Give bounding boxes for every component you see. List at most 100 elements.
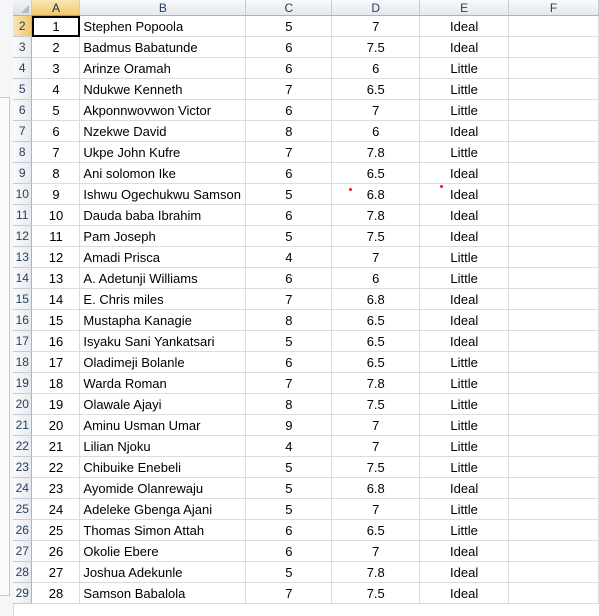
cell-c[interactable]: 6 <box>245 162 333 184</box>
cell-f[interactable] <box>508 561 599 583</box>
cell-b[interactable]: Ndukwe Kenneth <box>79 78 247 100</box>
row-header[interactable]: 9 <box>13 162 33 184</box>
cell-d[interactable]: 6.5 <box>331 309 421 331</box>
cell-a[interactable]: 23 <box>31 477 81 499</box>
cell-d[interactable]: 7.8 <box>331 204 421 226</box>
cell-d[interactable]: 7.8 <box>331 561 421 583</box>
cell-d[interactable]: 6 <box>331 267 421 289</box>
cell-f[interactable] <box>508 99 599 121</box>
cell-c[interactable]: 6 <box>245 540 333 562</box>
cell-b[interactable]: Amadi Prisca <box>79 246 247 268</box>
cell-b[interactable]: Ayomide Olanrewaju <box>79 477 247 499</box>
cell-e[interactable]: Little <box>419 99 510 121</box>
row-header[interactable]: 19 <box>13 372 33 394</box>
row-header[interactable]: 12 <box>13 225 33 247</box>
cell-e[interactable]: Little <box>419 393 510 415</box>
cell-d[interactable]: 6.8 <box>331 288 421 310</box>
row-header[interactable]: 16 <box>13 309 33 331</box>
cell-b[interactable]: Akponnwovwon Victor <box>79 99 247 121</box>
cell-d[interactable]: 7 <box>331 435 421 457</box>
cell-b[interactable]: Aminu Usman Umar <box>79 414 247 436</box>
cell-c[interactable]: 6 <box>245 351 333 373</box>
cell-e[interactable]: Ideal <box>419 36 510 58</box>
cell-a[interactable]: 22 <box>31 456 81 478</box>
cell-c[interactable]: 8 <box>245 120 333 142</box>
cell-b[interactable]: Samson Babalola <box>79 582 247 604</box>
cell-c[interactable]: 7 <box>245 372 333 394</box>
cell-a[interactable]: 10 <box>31 204 81 226</box>
cell-b[interactable]: Ukpe John Kufre <box>79 141 247 163</box>
cell-e[interactable]: Little <box>419 414 510 436</box>
row-header[interactable]: 29 <box>13 582 33 604</box>
cell-e[interactable]: Little <box>419 351 510 373</box>
row-header[interactable]: 5 <box>13 78 33 100</box>
cell-c[interactable]: 5 <box>245 477 333 499</box>
cell-d[interactable]: 6.8 <box>331 477 421 499</box>
cell-d[interactable]: 7 <box>331 15 421 37</box>
cell-a[interactable]: 25 <box>31 519 81 541</box>
cell-d[interactable]: 7.5 <box>331 393 421 415</box>
cell-b[interactable]: Lilian Njoku <box>79 435 247 457</box>
cell-b[interactable]: Joshua Adekunle <box>79 561 247 583</box>
cell-a[interactable]: 13 <box>31 267 81 289</box>
cell-b[interactable]: Ishwu Ogechukwu Samson <box>79 183 247 205</box>
cell-d[interactable]: 7 <box>331 246 421 268</box>
cell-e[interactable]: Ideal <box>419 540 510 562</box>
cell-b[interactable]: Thomas Simon Attah <box>79 519 247 541</box>
row-header[interactable]: 25 <box>13 498 33 520</box>
cell-e[interactable]: Ideal <box>419 477 510 499</box>
cell-f[interactable] <box>508 120 599 142</box>
cell-d[interactable]: 7 <box>331 540 421 562</box>
cell-d[interactable]: 6.5 <box>331 351 421 373</box>
cell-c[interactable]: 6 <box>245 204 333 226</box>
cell-b[interactable]: Nzekwe David <box>79 120 247 142</box>
cell-e[interactable]: Ideal <box>419 288 510 310</box>
cell-f[interactable] <box>508 288 599 310</box>
cell-d[interactable]: 6 <box>331 120 421 142</box>
cell-d[interactable]: 6.5 <box>331 330 421 352</box>
cell-e[interactable]: Ideal <box>419 225 510 247</box>
cell-a[interactable]: 14 <box>31 288 81 310</box>
cell-f[interactable] <box>508 372 599 394</box>
cell-c[interactable]: 5 <box>245 15 333 37</box>
cell-a[interactable]: 6 <box>31 120 81 142</box>
cell-c[interactable]: 6 <box>245 267 333 289</box>
cell-d[interactable]: 6.8 <box>331 183 421 205</box>
cell-f[interactable] <box>508 78 599 100</box>
cell-d[interactable]: 7 <box>331 498 421 520</box>
cell-a[interactable]: 17 <box>31 351 81 373</box>
cell-b[interactable]: Mustapha Kanagie <box>79 309 247 331</box>
cell-c[interactable]: 7 <box>245 582 333 604</box>
cell-f[interactable] <box>508 225 599 247</box>
cell-e[interactable]: Ideal <box>419 561 510 583</box>
row-header[interactable]: 3 <box>13 36 33 58</box>
cell-d[interactable]: 6.5 <box>331 519 421 541</box>
cell-f[interactable] <box>508 309 599 331</box>
cell-c[interactable]: 5 <box>245 456 333 478</box>
cell-c[interactable]: 7 <box>245 288 333 310</box>
cell-e[interactable]: Ideal <box>419 15 510 37</box>
cell-f[interactable] <box>508 540 599 562</box>
cell-b[interactable]: Dauda baba Ibrahim <box>79 204 247 226</box>
cell-a[interactable]: 3 <box>31 57 81 79</box>
row-header[interactable]: 6 <box>13 99 33 121</box>
cell-e[interactable]: Little <box>419 435 510 457</box>
cell-e[interactable]: Little <box>419 267 510 289</box>
cell-e[interactable]: Ideal <box>419 582 510 604</box>
cell-f[interactable] <box>508 456 599 478</box>
cell-f[interactable] <box>508 330 599 352</box>
row-header[interactable]: 7 <box>13 120 33 142</box>
cell-f[interactable] <box>508 435 599 457</box>
cell-e[interactable]: Little <box>419 519 510 541</box>
cell-e[interactable]: Little <box>419 456 510 478</box>
cell-f[interactable] <box>508 204 599 226</box>
cell-f[interactable] <box>508 267 599 289</box>
cell-f[interactable] <box>508 183 599 205</box>
cell-a[interactable]: 2 <box>31 36 81 58</box>
cell-c[interactable]: 5 <box>245 183 333 205</box>
cell-d[interactable]: 6 <box>331 57 421 79</box>
cell-a[interactable]: 4 <box>31 78 81 100</box>
row-header[interactable]: 8 <box>13 141 33 163</box>
cell-e[interactable]: Little <box>419 372 510 394</box>
cell-f[interactable] <box>508 477 599 499</box>
